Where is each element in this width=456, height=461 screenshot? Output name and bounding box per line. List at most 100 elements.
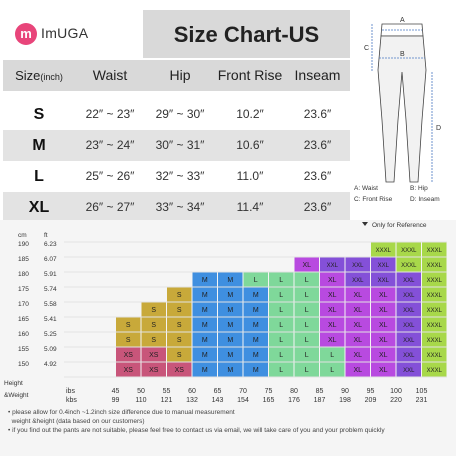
- size-cell-m: [243, 317, 268, 332]
- inseam-cell: 23.6″: [303, 138, 332, 152]
- marker-b: B: [400, 51, 405, 58]
- cell-label: XL: [328, 292, 337, 299]
- cell-label: XXXL: [427, 353, 443, 359]
- cell-label: XS: [149, 367, 159, 374]
- inseam-cell: 23.6″: [303, 107, 332, 121]
- cell-label: XL: [302, 262, 311, 269]
- size-cell-s: [167, 302, 192, 317]
- note-line-2: weight &height (data based on our custom…: [11, 418, 145, 425]
- cell-label: XXXL: [427, 323, 443, 329]
- size-cell-m: [218, 272, 243, 287]
- size-cell-l: [269, 362, 294, 377]
- cell-label: XL: [328, 337, 337, 344]
- cell-label: S: [151, 322, 156, 329]
- cell-label: S: [177, 292, 182, 299]
- note-line-3: • if you find out the pants are not suit…: [8, 427, 385, 434]
- x-tick-lbs: 60: [188, 388, 196, 395]
- cell-label: M: [202, 307, 208, 314]
- y-tick-cm: 165: [18, 316, 29, 323]
- marker-c: C: [364, 45, 369, 52]
- size-cell-xxxl: [422, 362, 447, 377]
- x-tick-kg: 220: [390, 397, 402, 404]
- size-cell-xxxl: [422, 347, 447, 362]
- x-tick-kg: 99: [112, 397, 120, 404]
- cell-label: L: [254, 277, 258, 284]
- cell-label: L: [305, 367, 309, 374]
- cell-label: XL: [379, 337, 388, 344]
- y-tick-cm: 190: [18, 241, 29, 248]
- size-cell-m: [192, 347, 217, 362]
- size-cell-xxl: [371, 257, 396, 272]
- title-banner: Size Chart-US: [143, 10, 350, 58]
- cell-label: XXXL: [401, 248, 417, 254]
- size-cell-s: [167, 347, 192, 362]
- cell-label: S: [126, 322, 131, 329]
- size-cell-l: [294, 302, 319, 317]
- y-tick-cm: 175: [18, 286, 29, 293]
- x-tick-lbs: 105: [416, 388, 428, 395]
- cell-label: M: [227, 277, 233, 284]
- size-cell-l: [294, 272, 319, 287]
- cell-label: XXXL: [427, 278, 443, 284]
- size-cell-xl: [371, 302, 396, 317]
- cell-label: L: [330, 352, 334, 359]
- x-tick-kg: 176: [288, 397, 300, 404]
- y-tick-cm: 160: [18, 331, 29, 338]
- y-tick-ft: 4.92: [44, 361, 57, 368]
- cell-label: S: [177, 307, 182, 314]
- front-rise-cell: 11.4″: [236, 200, 264, 214]
- cell-label: XL: [328, 322, 337, 329]
- hip-cell: 30″ ~ 31″: [155, 138, 205, 152]
- cell-label: XL: [353, 367, 362, 374]
- y-tick-ft: 5.58: [44, 301, 57, 308]
- size-cell-xxxl: [422, 272, 447, 287]
- size-cell-xxxl: [396, 257, 421, 272]
- x-tick-kg: 231: [416, 397, 428, 404]
- size-cell-l: [320, 362, 345, 377]
- size-cell-m: [192, 362, 217, 377]
- size-cell-xxl: [371, 272, 396, 287]
- size-chart-table: m ImUGA Size Chart-US Size(inch) Waist H…: [3, 10, 350, 223]
- x-tick-kg: 143: [212, 397, 224, 404]
- cell-label: M: [202, 322, 208, 329]
- cell-label: L: [279, 322, 283, 329]
- y-tick-cm: 155: [18, 346, 29, 353]
- height-weight-chart-svg: Only for Reference XS XS S S XS XS S S S XS S S S S S M…: [0, 220, 456, 456]
- cell-label: L: [279, 292, 283, 299]
- size-cell-m: [243, 362, 268, 377]
- size-cell-xxl: [396, 347, 421, 362]
- size-cell-xxl: [396, 287, 421, 302]
- cell-label: L: [305, 337, 309, 344]
- cell-label: XS: [124, 367, 134, 374]
- cell-label: S: [151, 307, 156, 314]
- x-tick-kg: 187: [314, 397, 326, 404]
- size-cell-xl: [320, 317, 345, 332]
- table-row: XL 26″ ~ 27″ 33″ ~ 34″ 11.4″ 23.6″: [3, 192, 350, 223]
- cell-label: M: [253, 352, 259, 359]
- cell-label: S: [177, 322, 182, 329]
- cell-label: XL: [379, 367, 388, 374]
- size-cell-m: [243, 332, 268, 347]
- size-cell-m: [243, 302, 268, 317]
- size-cell-xl: [371, 362, 396, 377]
- x-tick-lbs: 75: [265, 388, 273, 395]
- size-cell-s: [141, 317, 166, 332]
- cell-label: XXXL: [427, 263, 443, 269]
- marker-a: A: [400, 17, 405, 24]
- size-cell-s: [116, 332, 141, 347]
- cell-label: M: [227, 322, 233, 329]
- cell-label: XL: [353, 307, 362, 314]
- size-cell-xl: [320, 302, 345, 317]
- cell-label: XS: [175, 367, 185, 374]
- waist-cell: 25″ ~ 26″: [85, 169, 135, 183]
- size-cell-xs: [116, 362, 141, 377]
- size-cell-xl: [320, 287, 345, 302]
- size-cell-m: [192, 317, 217, 332]
- cell-label: XL: [353, 292, 362, 299]
- size-cell: S: [33, 106, 45, 123]
- size-cell-s: [141, 332, 166, 347]
- cell-label: XXL: [403, 368, 415, 374]
- cell-label: M: [202, 292, 208, 299]
- legend-c: C: Front Rise: [354, 196, 393, 203]
- inseam-column-header: Inseam: [294, 67, 341, 83]
